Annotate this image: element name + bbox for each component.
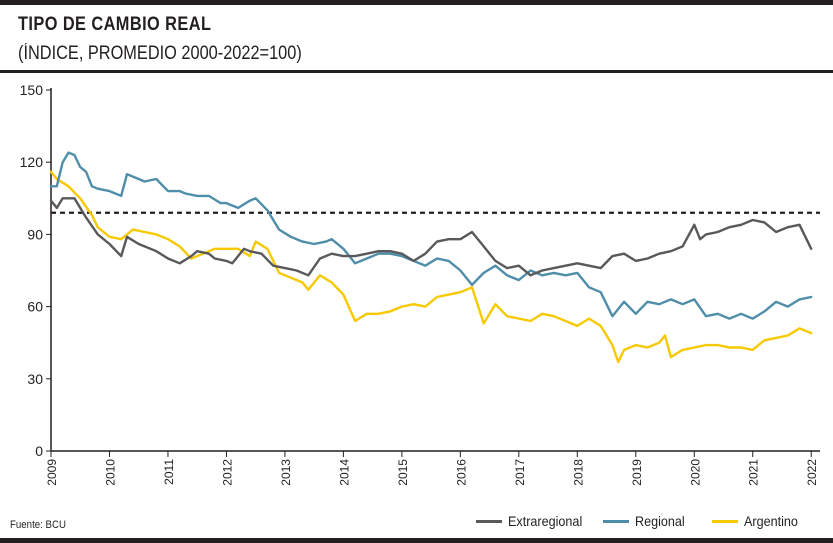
x-tick-label-2009: 2009: [45, 459, 59, 486]
legend-label-argentino: Argentino: [744, 513, 798, 529]
chart-title: TIPO DE CAMBIO REAL: [18, 14, 212, 35]
y-tick-label-60: 60: [27, 299, 43, 315]
y-tick-marks: [46, 89, 51, 452]
x-tick-label-2018: 2018: [571, 459, 585, 486]
y-tick-label-150: 150: [20, 82, 44, 98]
legend: Extraregional Regional Argentino: [0, 511, 833, 531]
x-tick-label-2014: 2014: [337, 459, 351, 486]
legend-label-regional: Regional: [635, 513, 685, 529]
x-tick-label-2013: 2013: [279, 459, 293, 486]
x-tick-marks: [50, 451, 812, 457]
legend-label-extraregional: Extraregional: [508, 513, 583, 529]
x-tick-label-2011: 2011: [162, 459, 176, 485]
series-line-extraregional: [49, 197, 813, 277]
x-tick-label-2015: 2015: [396, 459, 410, 486]
legend-swatch-extraregional: [476, 519, 502, 523]
legend-swatch-argentino: [712, 519, 738, 523]
series-lines: [49, 151, 813, 364]
x-tick-label-2012: 2012: [220, 459, 234, 486]
legend-swatch-regional: [603, 519, 629, 523]
x-tick-label-2019: 2019: [630, 459, 644, 486]
y-tick-label-30: 30: [27, 371, 43, 387]
x-tick-labels: 2009 2010 2011 2012 2013 2014 2015 2016 2017 2018…: [45, 459, 819, 486]
header-rule: [0, 70, 833, 73]
series-line-argentino: [49, 170, 813, 364]
x-tick-label-2020: 2020: [688, 459, 702, 486]
x-tick-label-2017: 2017: [513, 459, 527, 486]
y-tick-label-0: 0: [35, 443, 43, 459]
x-tick-label-2021: 2021: [747, 459, 761, 486]
y-tick-labels: 0 30 60 90 120 150: [20, 82, 44, 459]
legend-item-argentino: Argentino: [712, 513, 804, 529]
top-rule: [0, 0, 833, 5]
y-tick-label-90: 90: [27, 226, 43, 242]
x-tick-label-2016: 2016: [454, 459, 468, 486]
legend-item-regional: Regional: [603, 513, 690, 529]
y-tick-label-120: 120: [20, 154, 44, 170]
source-note: Fuente: BCU: [10, 519, 66, 531]
series-line-regional: [49, 151, 813, 320]
bottom-rule: [0, 538, 833, 543]
chart-subtitle: (ÍNDICE, PROMEDIO 2000-2022=100): [18, 43, 302, 64]
x-tick-label-2010: 2010: [103, 459, 117, 486]
x-tick-label-2022: 2022: [805, 459, 819, 486]
legend-item-extraregional: Extraregional: [476, 513, 591, 529]
